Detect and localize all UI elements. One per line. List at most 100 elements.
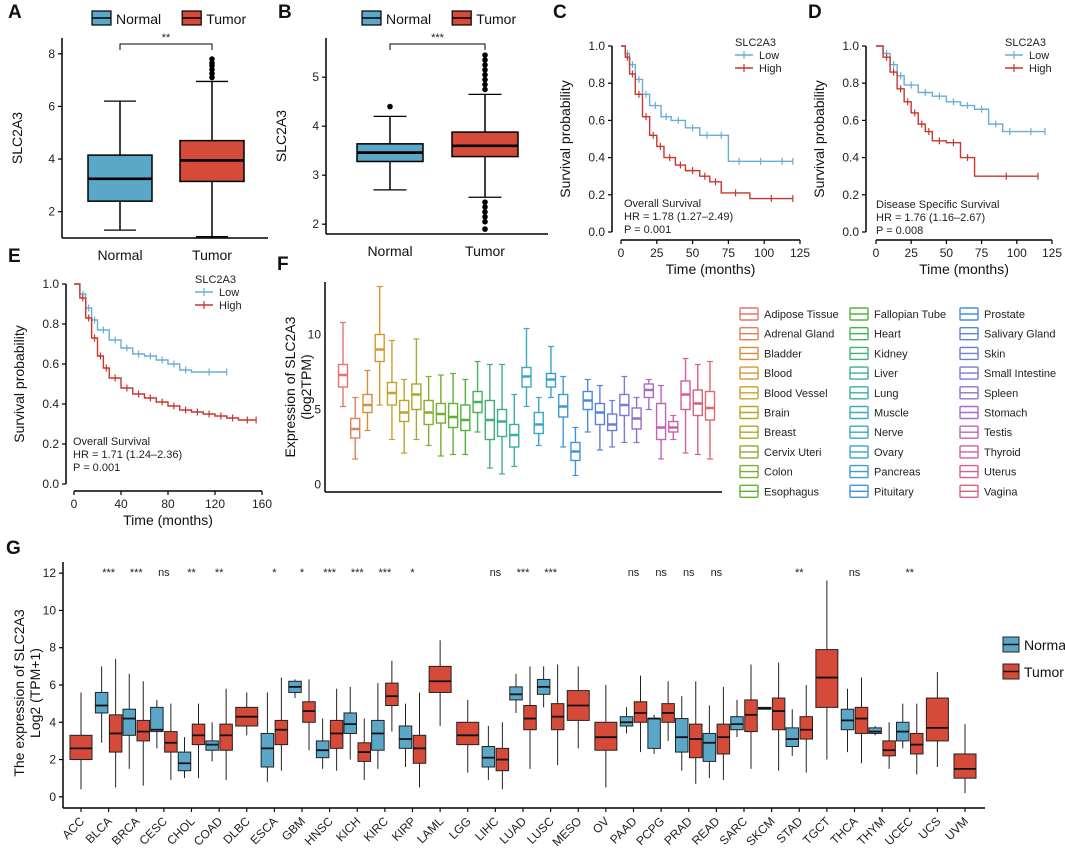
- panel-label-d: D: [808, 2, 822, 23]
- panel-c-legend-label-low: Low: [759, 50, 779, 62]
- panel-g-kirc-tumor-box: [385, 682, 399, 706]
- panel-e-x-label: Time (months): [123, 512, 213, 528]
- panel-g-thca-significance: ns: [849, 567, 861, 579]
- panel-a-legend-label: Tumor: [206, 11, 246, 27]
- panel-g-lgg-tumor-box: [456, 721, 480, 746]
- panel-g-coad-normal-box: [205, 740, 219, 751]
- panel-b-tumor-outlier: [482, 204, 488, 210]
- panel-g-stad-normal-box: [785, 727, 799, 748]
- panel-g-prad-x-tick-label: PRAD: [661, 814, 695, 848]
- panel-f-legend-pituitary-label: Pituitary: [874, 486, 914, 498]
- panel-g-kich-x-tick-label: KICH: [333, 814, 363, 844]
- panel-b-tumor-outlier: [482, 214, 488, 220]
- panel-g-kich-normal-box: [343, 712, 357, 734]
- panel-g-ucec-significance: **: [905, 567, 914, 579]
- panel-g-kirc-x-tick-label: KIRC: [361, 814, 391, 844]
- panel-d-legend-label-low: Low: [1029, 50, 1049, 62]
- panel-b-y-tick-label: 2: [312, 217, 319, 231]
- panel-g-meso-x-tick-label: MESO: [549, 814, 584, 849]
- panel-c-y-tick-label: 0.6: [588, 113, 605, 127]
- panel-b-significance-bracket: [389, 43, 486, 50]
- panel-g-kich-significance: ***: [351, 567, 365, 579]
- panel-g-prad-significance: ns: [683, 567, 695, 579]
- panel-g-brca-normal-box: [122, 708, 136, 736]
- panel-f-legend-adipose-tissue-label: Adipose Tissue: [764, 309, 839, 321]
- panel-g-y-tick-label: 2: [49, 753, 56, 767]
- panel-g-kirp-x-tick-label: KIRP: [389, 814, 419, 844]
- panel-g-paad-x-tick-label: PAAD: [607, 814, 640, 847]
- panel-g-y-tick-label: 0: [49, 790, 56, 804]
- panel-e-x-tick-label: 160: [252, 497, 272, 511]
- panel-b-tumor-outlier: [482, 86, 488, 93]
- panel-f-box-breast-box: [411, 383, 422, 411]
- panel-d-x-tick-label: 125: [1042, 246, 1062, 260]
- panel-f-box-brain-box: [398, 399, 410, 423]
- panel-b-normal-x-tick-label: Normal: [367, 243, 412, 259]
- panel-b-y-tick-label: 4: [312, 119, 319, 133]
- panel-b-y-tick-label: 5: [312, 70, 319, 84]
- panel-d-x-tick-label: 50: [940, 246, 954, 260]
- panel-g-prad-tumor-box: [689, 723, 703, 759]
- panel-e-y-label: Survival probability: [11, 325, 27, 443]
- panel-g-ucs-x-tick-label: UCS: [916, 814, 944, 842]
- panel-g-laml-tumor-box: [428, 665, 452, 693]
- panel-g-uvm-tumor-box: [953, 753, 977, 779]
- panel-d-x-tick-label: 0: [873, 246, 880, 260]
- panel-g-brca-tumor-box: [136, 719, 150, 742]
- panel-g-kirp-normal-box: [398, 725, 413, 749]
- panel-g-brca-significance: ***: [130, 567, 144, 579]
- panel-g-uvm-x-tick-label: UVM: [942, 814, 971, 843]
- panel-a-tumor-outlier: [209, 56, 215, 62]
- panel-g-ucec-tumor-box: [910, 732, 924, 755]
- panel-d-y-tick-label: 0.0: [842, 225, 859, 239]
- panel-c-annotation-line: HR = 1.78 (1.27–2.49): [624, 211, 733, 223]
- panel-g-hnsc-significance: ***: [323, 567, 337, 579]
- panel-a-y-tick-label: 4: [48, 152, 55, 166]
- panel-g-ucs-tumor-box: [925, 697, 949, 742]
- panel-e-y-tick-label: 0.8: [42, 317, 59, 331]
- panel-e-y-tick-label: 0.6: [42, 357, 59, 371]
- panel-c-y-tick-label: 0.0: [588, 225, 605, 239]
- panel-g-luad-significance: ***: [517, 567, 531, 579]
- panel-e-x-tick-label: 120: [205, 497, 225, 511]
- panel-g-esca-significance: *: [272, 567, 277, 579]
- panel-g-lihc-significance: ns: [490, 567, 502, 579]
- panel-e-x-tick-label: 0: [71, 497, 78, 511]
- panel-a-tumor-outlier: [209, 74, 215, 81]
- panel-g-thca-tumor-box: [854, 706, 869, 734]
- panel-f-box-fallopian-tube-box: [460, 404, 471, 432]
- panel-label-e: E: [8, 246, 21, 267]
- panel-g-brca-x-tick-label: BRCA: [109, 814, 142, 847]
- panel-b-legend-label: Normal: [386, 11, 431, 27]
- panel-g-thym-normal-box: [868, 727, 882, 734]
- panel-b-tumor-outlier: [482, 67, 488, 73]
- panel-b-tumor-x-tick-label: Tumor: [465, 243, 505, 259]
- panel-d-legend-title: SLC2A3: [1005, 37, 1046, 49]
- panel-g-gbm-tumor-box: [302, 701, 316, 723]
- panel-g-sarc-normal-box: [730, 716, 744, 731]
- panel-d-y-tick-label: 0.4: [842, 151, 859, 165]
- panel-c-x-tick-label: 50: [686, 246, 700, 260]
- panel-c-x-tick-label: 75: [722, 246, 736, 260]
- panel-label-f: F: [277, 254, 289, 275]
- panel-g-blca-normal-box: [94, 691, 109, 714]
- panel-a-normal-x-tick-label: Normal: [97, 247, 142, 263]
- panel-g-cesc-tumor-box: [164, 731, 178, 753]
- panel-g-chol-x-tick-label: CHOL: [164, 814, 198, 848]
- panel-g-y-tick-label: 6: [49, 678, 56, 692]
- panel-c-y-tick-label: 0.4: [588, 151, 605, 165]
- panel-b-tumor-outlier: [482, 76, 488, 83]
- panel-label-g: G: [6, 538, 21, 559]
- panel-f-legend-blood-vessel-label: Blood Vessel: [764, 388, 828, 400]
- panel-g-kirc-significance: ***: [378, 567, 392, 579]
- panel-f-legend-brain-label: Brain: [764, 408, 790, 420]
- panel-g-cesc-normal-box: [150, 706, 164, 733]
- panel-f-box-bladder-box: [362, 393, 373, 414]
- panel-g-thym-x-tick-label: THYM: [854, 814, 888, 848]
- panel-b-tumor-outlier: [482, 218, 488, 225]
- panel-g-kirc-normal-box: [371, 719, 385, 751]
- panel-c-x-tick-label: 25: [650, 246, 664, 260]
- panel-g-skcm-x-tick-label: SKCM: [743, 814, 777, 848]
- panel-g-chol-tumor-box: [191, 723, 206, 746]
- panel-g-lgg-x-tick-label: LGG: [446, 814, 474, 842]
